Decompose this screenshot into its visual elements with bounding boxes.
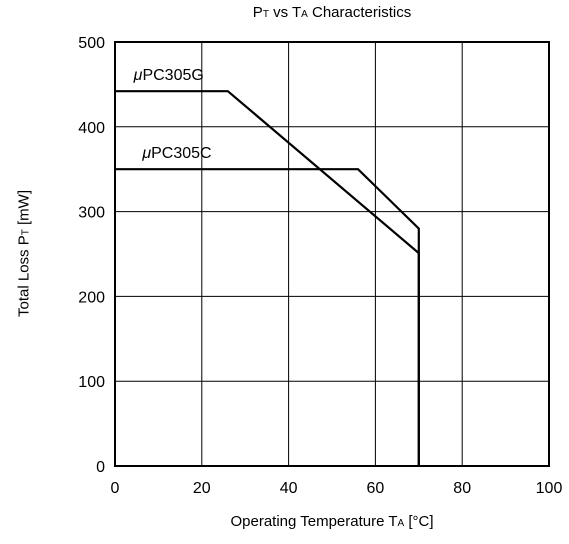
y-tick-label: 100: [78, 374, 105, 391]
y-tick-label: 300: [78, 205, 105, 222]
plot-frame: [114, 41, 550, 467]
x-tick-label: 100: [536, 480, 563, 497]
x-tick-label: 40: [280, 480, 298, 497]
y-tick-label: 0: [96, 459, 105, 476]
x-tick-label: 0: [111, 480, 120, 497]
x-tick-label: 80: [453, 480, 471, 497]
chart-title: PT vs TA Characteristics: [252, 4, 412, 21]
x-tick-label: 60: [367, 480, 385, 497]
y-tick-label: 500: [78, 35, 105, 52]
series-label: μPC305C: [141, 145, 211, 162]
y-tick-label: 200: [78, 289, 105, 306]
x-axis-label: Operating Temperature TA [°C]: [230, 513, 434, 530]
y-axis-label: Total Loss PT [mW]: [15, 190, 33, 317]
y-tick-label: 400: [78, 120, 105, 137]
series-line: [115, 168, 420, 466]
x-tick-label: 20: [193, 480, 211, 497]
series-label: μPC305G: [133, 67, 204, 84]
